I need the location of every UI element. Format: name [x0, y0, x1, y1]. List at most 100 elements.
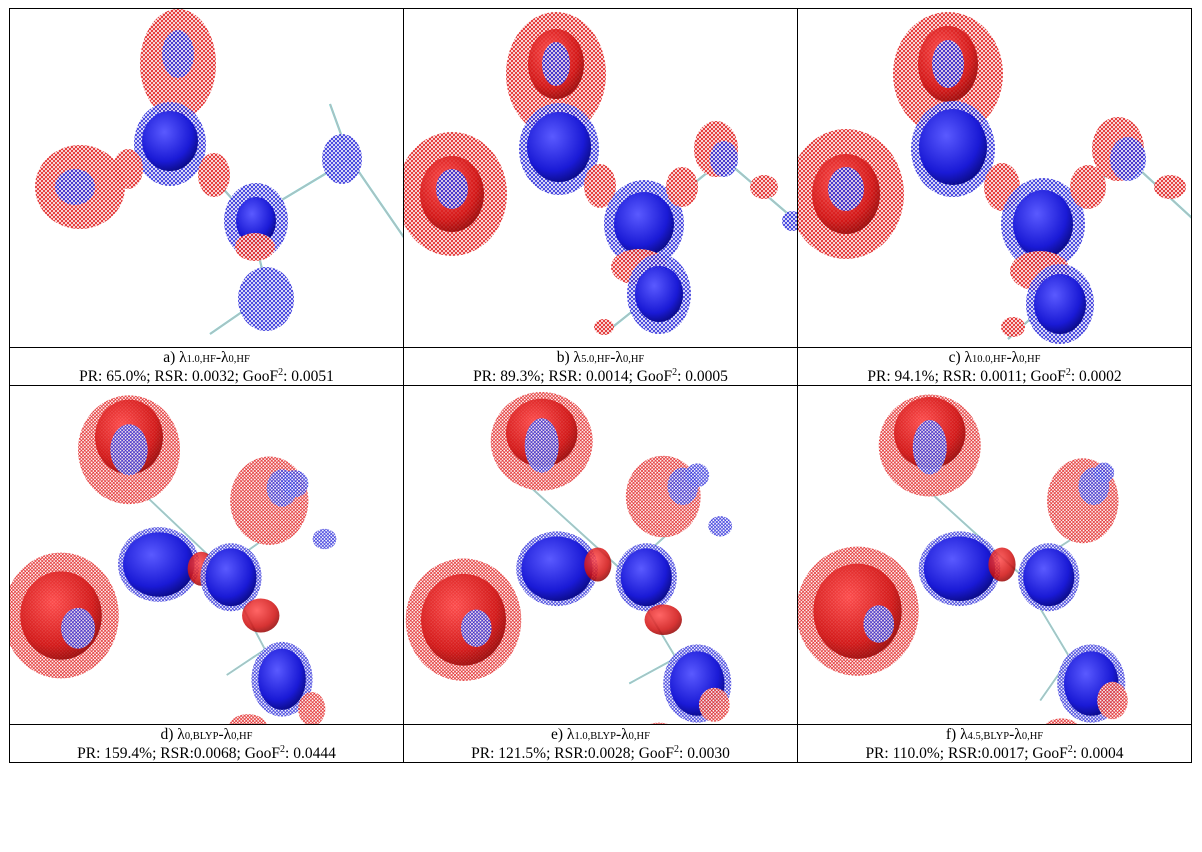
- density-map-f: [798, 394, 1128, 724]
- density-map-c: [798, 12, 1191, 344]
- negative-density-mesh: [238, 267, 294, 331]
- negative-density-surface: [1023, 548, 1075, 607]
- positive-density-surface: [988, 547, 1016, 582]
- panel-letter: f): [945, 726, 957, 743]
- negative-density-surface: [635, 266, 683, 322]
- positive-density-mesh: [298, 692, 326, 724]
- separator: ;: [234, 368, 243, 385]
- goof-colon: :: [283, 368, 292, 385]
- negative-density-mesh: [863, 605, 895, 643]
- negative-density-surface: [1034, 274, 1086, 334]
- positive-density-mesh: [1154, 175, 1186, 199]
- negative-density-surface: [258, 648, 306, 710]
- separator: ;: [630, 745, 639, 762]
- goof-label: GooF: [1030, 368, 1066, 385]
- positive-density-mesh: [1046, 718, 1077, 724]
- goof-colon: :: [677, 368, 686, 385]
- negative-density-mesh: [542, 42, 570, 86]
- goof-label: GooF: [244, 745, 281, 762]
- separator: ;: [939, 745, 948, 762]
- negative-density-mesh: [436, 169, 468, 209]
- panel-a-image: [9, 8, 404, 348]
- positive-density-mesh: [235, 233, 275, 261]
- goof-superscript: 2: [278, 366, 284, 378]
- panel-letter: e): [551, 726, 564, 743]
- pr-label: PR:: [865, 745, 893, 762]
- caption-statistics: PR: 110.0%; RSR:0.0017; GooF2: 0.0004: [798, 744, 1191, 762]
- goof-superscript: 2: [280, 743, 286, 755]
- negative-density-mesh: [932, 40, 964, 88]
- caption-row-top: a) λ1.0,HF-λ0,HF PR: 65.0%; RSR: 0.0032; …: [9, 347, 1192, 386]
- lambda-subscript: 10.0,HF: [972, 354, 1007, 365]
- rsr-value: 0.0028: [587, 745, 631, 762]
- caption-statistics: PR: 94.1%; RSR: 0.0011; GooF2: 0.0002: [798, 367, 1191, 385]
- caption-title: d) λ0,BLYP-λ0,HF: [10, 726, 403, 745]
- caption-title: e) λ1.0,BLYP-λ0,HF: [404, 726, 797, 745]
- panel-letter: c): [948, 349, 961, 366]
- goof-value: 0.0005: [685, 368, 728, 385]
- pr-value: 121.5%: [498, 745, 547, 762]
- goof-colon: :: [679, 745, 688, 762]
- positive-density-surface: [584, 547, 612, 582]
- rsr-label: RSR:: [160, 745, 194, 762]
- lambda-symbol: λ: [1014, 726, 1022, 743]
- pr-label: PR:: [77, 745, 105, 762]
- lambda-subscript: 5.0,HF: [581, 354, 611, 365]
- negative-density-mesh: [685, 463, 710, 488]
- density-map-d: [10, 395, 337, 724]
- positive-density-mesh: [113, 149, 143, 189]
- goof-value: 0.0002: [1079, 368, 1122, 385]
- minus-sign: -: [1009, 726, 1015, 743]
- negative-density-mesh: [1110, 137, 1146, 181]
- negative-density-mesh: [162, 30, 194, 78]
- panel-f-caption: f) λ4.5,BLYP-λ0,HF PR: 110.0%; RSR:0.0017…: [797, 724, 1192, 763]
- molecule-group: [798, 12, 1191, 344]
- negative-density-mesh: [110, 424, 148, 476]
- negative-density-mesh: [312, 528, 337, 550]
- image-row-top: [9, 8, 1192, 348]
- molecule-group: [404, 12, 797, 335]
- caption-statistics: PR: 159.4%; RSR:0.0068; GooF2: 0.0444: [10, 743, 403, 762]
- panel-b-image: [403, 8, 798, 348]
- panel-letter: a): [163, 349, 176, 366]
- negative-density-surface: [123, 532, 195, 597]
- lambda-symbol: λ: [960, 726, 968, 743]
- bond-line-core: [226, 649, 266, 676]
- separator: ;: [146, 368, 155, 385]
- negative-density-mesh: [460, 609, 492, 647]
- lambda-symbol: λ: [179, 349, 187, 366]
- positive-density-surface: [242, 598, 280, 633]
- panel-c-image: [797, 8, 1192, 348]
- separator: ;: [236, 745, 245, 762]
- goof-value: 0.0004: [1080, 745, 1124, 762]
- positive-density-mesh: [750, 175, 778, 199]
- lambda-symbol: λ: [223, 726, 232, 743]
- positive-density-mesh: [666, 167, 698, 207]
- goof-value: 0.0444: [293, 745, 336, 762]
- panel-letter: b): [556, 349, 570, 366]
- density-map-e: [405, 391, 733, 724]
- positive-density-mesh: [1070, 165, 1106, 209]
- lambda-subscript: 0,HF: [1021, 731, 1044, 742]
- density-map-b: [404, 12, 797, 335]
- minus-sign: -: [610, 349, 616, 366]
- caption-statistics: PR: 89.3%; RSR: 0.0014; GooF2: 0.0005: [404, 367, 797, 385]
- goof-label: GooF: [636, 368, 673, 385]
- rsr-label: RSR:: [548, 368, 583, 385]
- bond-line-core: [349, 158, 403, 237]
- positive-density-mesh: [1001, 317, 1025, 337]
- caption-row-bottom: d) λ0,BLYP-λ0,HF PR: 159.4%; RSR:0.0068; …: [9, 724, 1192, 763]
- rsr-label: RSR:: [947, 745, 982, 762]
- negative-density-mesh: [782, 211, 797, 231]
- panel-c-caption: c) λ10.0,HF-λ0,HF PR: 94.1%; RSR: 0.0011;…: [797, 347, 1192, 386]
- caption-statistics: PR: 65.0%; RSR: 0.0032; GooF2: 0.0051: [10, 366, 403, 385]
- lambda-subscript: 0,HF: [628, 731, 650, 742]
- goof-colon: :: [1072, 745, 1081, 762]
- lambda-symbol: λ: [177, 726, 185, 743]
- separator: ;: [934, 368, 943, 385]
- rsr-label: RSR:: [154, 368, 189, 385]
- lambda-symbol: λ: [964, 349, 972, 366]
- positive-density-mesh: [198, 153, 230, 197]
- caption-statistics: PR: 121.5%; RSR:0.0028; GooF2: 0.0030: [404, 744, 797, 762]
- lambda-symbol: λ: [566, 726, 575, 743]
